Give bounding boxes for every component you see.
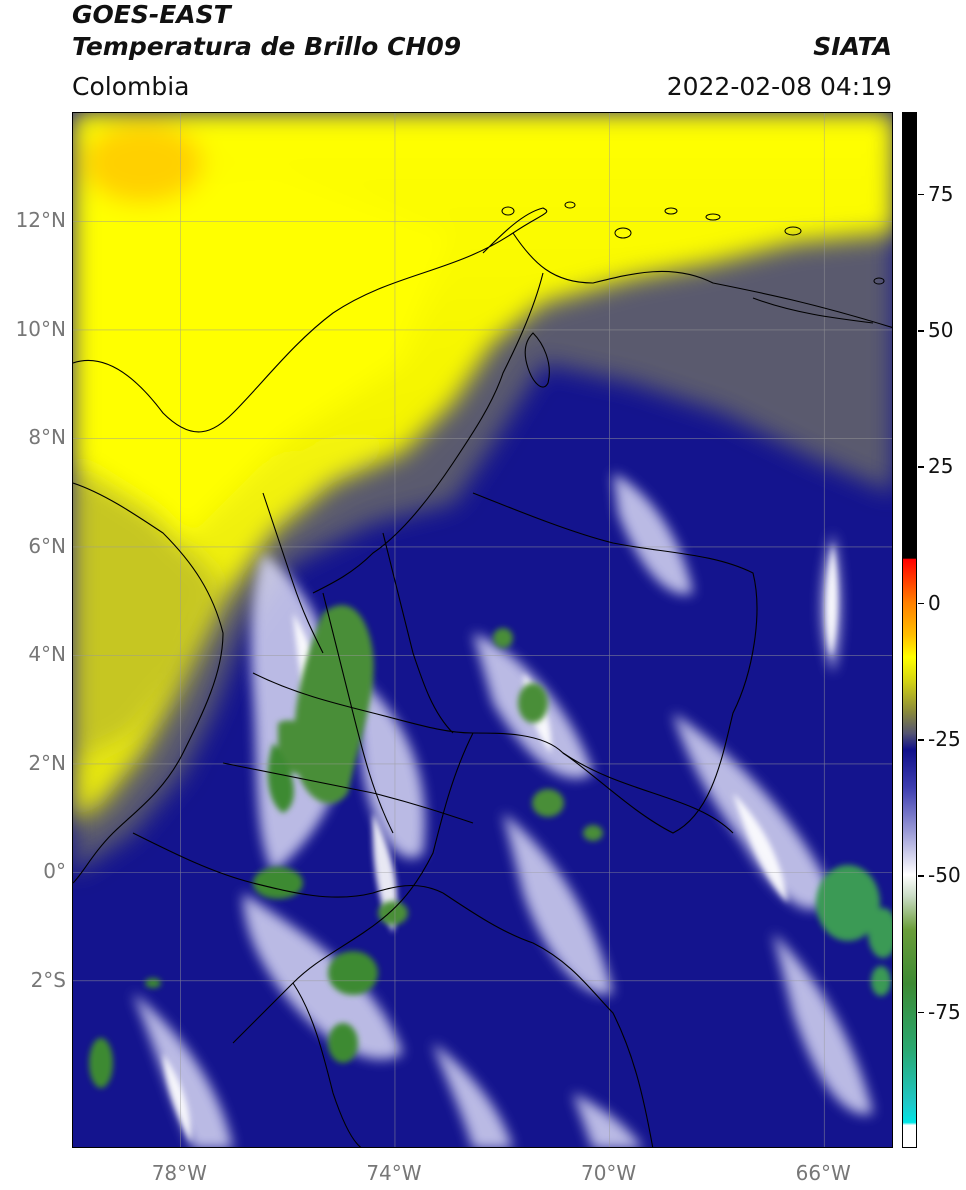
venezuela-coast (512, 232, 892, 328)
colorbar (902, 112, 917, 1148)
caribbean-islands (501, 201, 885, 285)
caribbean-coast (73, 207, 548, 433)
colombia-border-east (312, 272, 544, 594)
political-boundaries (73, 207, 892, 1147)
cold-cloud-tops (89, 605, 892, 1088)
graticule (73, 113, 892, 1147)
maracaibo-lake (524, 332, 550, 388)
peru-border (442, 892, 654, 1147)
lon-tick-label: 66°W (795, 1161, 851, 1185)
lat-tick-label: 2°S (30, 967, 66, 992)
pacific-coast (73, 482, 224, 884)
colorbar-tick-label: -50 (928, 863, 961, 888)
lat-tick-label: 0° (43, 859, 66, 884)
colorbar-tick-mark (918, 1011, 924, 1014)
colorbar-tick-label: 50 (928, 318, 954, 343)
lon-tick-label: 78°W (151, 1161, 207, 1185)
timestamp-label: 2022-02-08 04:19 (666, 72, 892, 101)
lat-tick-label: 4°N (28, 642, 66, 667)
dept-line-7 (292, 982, 362, 1147)
colombia-border-brazil (232, 732, 474, 1044)
colorbar-tick-mark (918, 875, 924, 877)
colorbar-tick-mark (918, 330, 924, 332)
colorbar-tick-mark (918, 739, 924, 741)
lat-tick-label: 10°N (15, 316, 66, 341)
colorbar-tick-label: 0 (928, 590, 941, 615)
lon-tick-label: 70°W (580, 1161, 637, 1185)
colorbar-tick-label: 25 (928, 454, 954, 479)
lat-tick-label: 2°N (28, 750, 66, 775)
dept-line-3 (222, 762, 474, 824)
dept-line-5 (262, 492, 324, 654)
colombia-border-venezuela (472, 492, 758, 834)
agency-label: SIATA (813, 32, 892, 61)
lat-tick-label: 8°N (28, 425, 66, 450)
colorbar-tick-mark (918, 466, 924, 468)
ecuador-border (132, 832, 444, 898)
coastline-east (752, 297, 874, 324)
satellite-map[interactable] (72, 112, 893, 1148)
dept-line-6 (562, 752, 734, 834)
satellite-title: GOES-EAST (72, 0, 231, 29)
colorbar-tick-label: -25 (928, 727, 961, 752)
colorbar-tick-label: -75 (928, 999, 961, 1024)
colorbar-tick-mark (918, 193, 924, 196)
dept-line-2 (252, 672, 474, 734)
lat-tick-label: 12°N (15, 208, 66, 233)
colorbar-tick-mark (918, 602, 924, 605)
lat-tick-label: 6°N (28, 533, 66, 558)
dept-line-4 (382, 532, 454, 734)
cirrus-streaks (133, 473, 873, 1147)
lon-tick-label: 74°W (366, 1161, 422, 1185)
region-label: Colombia (72, 72, 190, 101)
product-title: Temperatura de Brillo CH09 (72, 32, 462, 61)
colorbar-tick-label: 75 (928, 181, 954, 206)
dept-line-1 (322, 592, 394, 834)
